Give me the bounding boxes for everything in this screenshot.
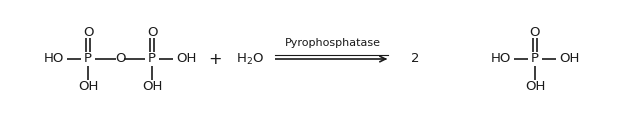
Text: OH: OH — [78, 80, 98, 93]
Text: OH: OH — [142, 80, 162, 93]
Text: 2: 2 — [411, 53, 419, 65]
Text: HO: HO — [491, 53, 511, 65]
Text: O: O — [115, 53, 125, 65]
Text: H$_2$O: H$_2$O — [236, 51, 264, 67]
Text: O: O — [530, 25, 540, 38]
Text: OH: OH — [176, 53, 196, 65]
Text: P: P — [148, 53, 156, 65]
Text: HO: HO — [44, 53, 64, 65]
Text: O: O — [147, 25, 157, 38]
Text: P: P — [531, 53, 539, 65]
Text: Pyrophosphatase: Pyrophosphatase — [285, 38, 381, 48]
Text: +: + — [208, 51, 221, 67]
Text: OH: OH — [559, 53, 579, 65]
Text: OH: OH — [525, 80, 545, 93]
Text: O: O — [83, 25, 93, 38]
Text: P: P — [84, 53, 92, 65]
